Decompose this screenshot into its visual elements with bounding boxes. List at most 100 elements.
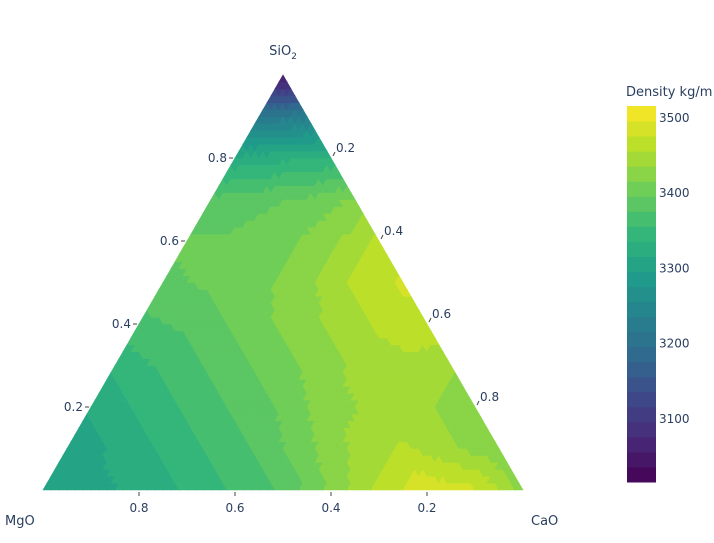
contour-cell: [382, 254, 392, 263]
contour-cell: [342, 185, 352, 193]
colorbar-band: [627, 166, 656, 182]
contour-cell: [334, 171, 344, 180]
colorbar-band: [627, 211, 656, 227]
axis-ticks: 0.2 0.4 0.6 0.8 0.2 0.4 0.6 0.8 0.8 0.6 0.4 0.2: [64, 141, 499, 515]
contour-cell: [498, 454, 508, 463]
contour-cell: [478, 420, 488, 429]
contour-cell: [358, 212, 368, 221]
axis-title-mgo: MgO: [5, 514, 35, 529]
colorbar-band: [627, 376, 656, 393]
colorbar-band: [627, 226, 656, 242]
tick-label-mgo: 0.8: [129, 501, 148, 515]
colorbar-band: [627, 451, 656, 468]
colorbar-title: Density kg/m: [626, 85, 712, 100]
contour-cell: [442, 358, 452, 366]
colorbar-tick-label: 3300: [659, 261, 690, 275]
colorbar-band: [627, 406, 656, 423]
colorbar-band: [627, 466, 656, 483]
contour-cell: [486, 434, 496, 442]
contour-cell: [374, 240, 384, 249]
tick-label-sio2: 0.8: [208, 151, 227, 165]
tick-label-cao: 0.2: [336, 141, 355, 155]
colorbar-band: [627, 256, 656, 272]
contour-cell: [386, 261, 396, 270]
tick-label-mgo: 0.2: [417, 501, 436, 515]
axis-title-sio2: SiO2: [269, 44, 297, 62]
colorbar-band: [627, 106, 656, 122]
contour-cell: [494, 447, 504, 456]
colorbar: 3100 3200 3300 3400 3500: [627, 106, 690, 483]
contour-cell: [446, 364, 456, 373]
tick-label-cao: 0.8: [480, 390, 499, 404]
tick-mark-cao: [380, 234, 384, 240]
contour-cell: [318, 143, 328, 152]
tick-mark-cao: [476, 400, 480, 406]
contour-cell: [482, 427, 492, 436]
contour-cell: [398, 281, 408, 290]
contour-cell: [350, 198, 360, 207]
tick-mark-cao: [332, 151, 336, 157]
contour-cell: [362, 219, 372, 228]
contour-fill: [42, 74, 524, 491]
colorbar-band: [627, 436, 656, 453]
tick-label-sio2: 0.2: [64, 400, 83, 414]
colorbar-band: [627, 121, 656, 137]
contour-cell: [450, 371, 460, 380]
colorbar-band: [627, 136, 656, 152]
contour-cell: [406, 295, 416, 304]
tick-label-cao: 0.4: [384, 224, 403, 238]
tick-label-sio2: 0.4: [112, 317, 131, 331]
contour-cell: [458, 385, 468, 394]
contour-cell: [310, 129, 320, 138]
contour-cell: [514, 482, 524, 491]
contour-cell: [414, 309, 424, 318]
contour-cell: [438, 351, 448, 359]
contour-cell: [286, 88, 296, 97]
contour-cell: [278, 74, 288, 83]
contour-cell: [422, 323, 432, 332]
contour-cell: [434, 344, 444, 353]
contour-cell: [466, 399, 476, 408]
tick-label-sio2: 0.6: [160, 234, 179, 248]
colorbar-band: [627, 286, 656, 303]
colorbar-tick-label: 3500: [659, 111, 690, 125]
contour-cell: [502, 461, 512, 470]
contour-cell: [430, 337, 440, 346]
contour-cell: [490, 441, 500, 449]
contour-cell: [390, 268, 400, 276]
tick-label-mgo: 0.6: [225, 501, 244, 515]
colorbar-band: [627, 271, 656, 287]
colorbar-tick-label: 3400: [659, 186, 690, 200]
contour-cell: [314, 136, 324, 145]
colorbar-band: [627, 241, 656, 257]
contour-cell: [454, 378, 464, 387]
contour-cell: [394, 275, 404, 283]
contour-cell: [322, 150, 332, 159]
colorbar-band: [627, 151, 656, 167]
contour-cell: [402, 288, 412, 297]
colorbar-band: [627, 316, 656, 333]
colorbar-band: [627, 181, 656, 197]
contour-cell: [366, 226, 376, 235]
contour-cell: [282, 81, 292, 90]
contour-cell: [298, 109, 308, 117]
colorbar-band: [627, 196, 656, 212]
axis-title-cao: CaO: [531, 514, 558, 529]
contour-cell: [470, 406, 480, 415]
contour-cell: [378, 247, 388, 256]
colorbar-tick-label: 3100: [659, 412, 690, 426]
tick-label-mgo: 0.4: [321, 501, 340, 515]
contour-cell: [330, 164, 340, 173]
colorbar-tick-label: 3200: [659, 337, 690, 351]
contour-cell: [426, 330, 436, 339]
tick-mark-cao: [428, 317, 432, 323]
colorbar-band: [627, 331, 656, 348]
colorbar-band: [627, 301, 656, 318]
contour-cell: [506, 468, 516, 477]
colorbar-band: [627, 421, 656, 438]
contour-cell: [302, 115, 312, 124]
contour-cell: [510, 475, 520, 484]
contour-cell: [306, 122, 316, 131]
contour-cell: [290, 95, 300, 103]
